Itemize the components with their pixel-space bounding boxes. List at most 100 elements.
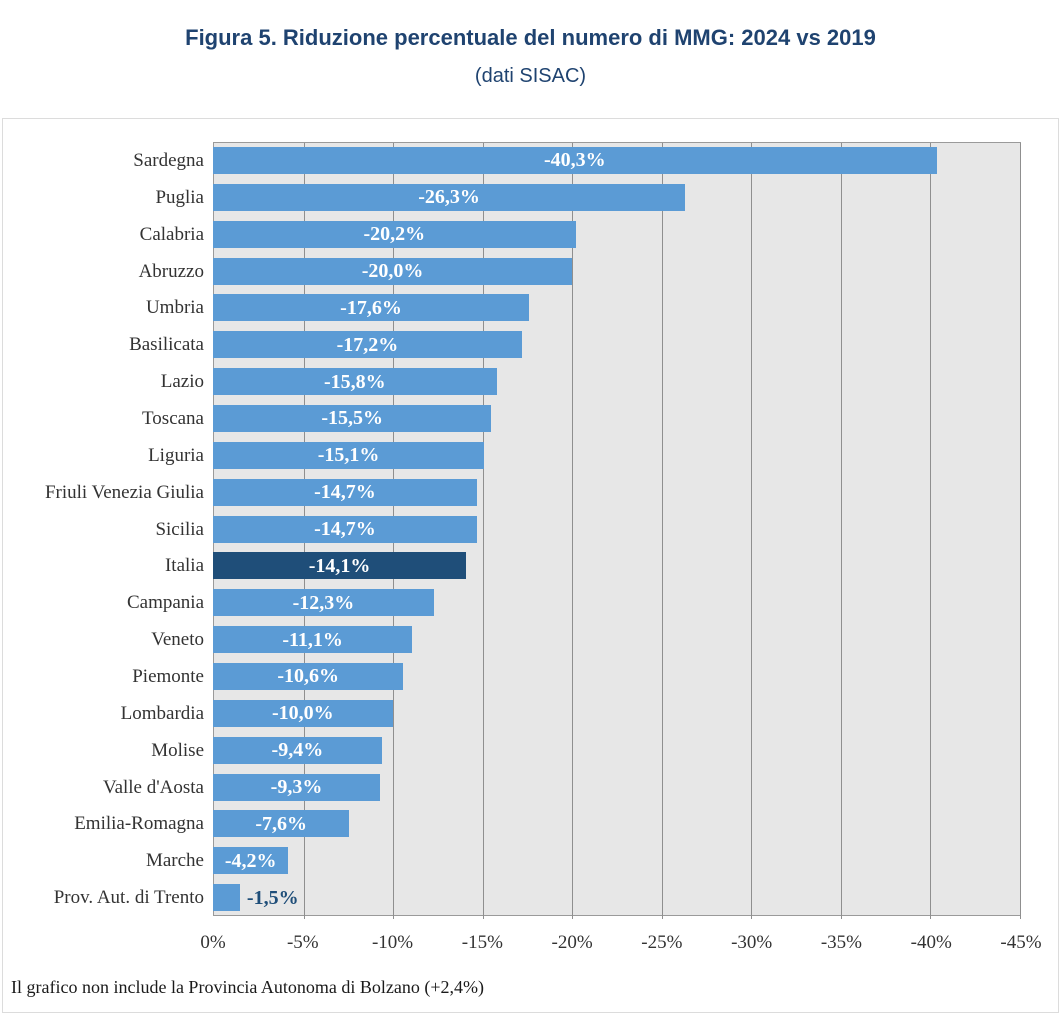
- x-axis-tick-label: -45%: [1000, 932, 1042, 953]
- bar-value-label: -10,6%: [277, 665, 339, 688]
- bar: -14,7%: [213, 478, 477, 506]
- bar-row: Emilia-Romagna -7,6%: [3, 805, 1021, 842]
- bar-value-label: -12,3%: [292, 591, 355, 614]
- category-label: Emilia-Romagna: [74, 813, 204, 835]
- bar: -20,2%: [213, 220, 576, 248]
- x-axis-tick-label: -35%: [820, 932, 863, 953]
- x-axis-tick-label: -25%: [641, 932, 683, 953]
- category-label: Abruzzo: [138, 260, 204, 282]
- category-label: Italia: [164, 555, 204, 577]
- bar-value-label: -7,6%: [255, 812, 308, 835]
- bar-value-label: -14,7%: [314, 481, 376, 504]
- bar: -12,3%: [213, 589, 434, 617]
- bar-row: Marche -4,2%: [3, 842, 1021, 879]
- bar-row: Liguria -15,1%: [3, 437, 1021, 474]
- x-axis-tick-label: -5%: [286, 932, 319, 953]
- bar-row: Abruzzo -20,0%: [3, 253, 1021, 290]
- bar-highlight: -14,1%: [213, 552, 467, 580]
- x-axis-tick-label: -40%: [910, 932, 952, 953]
- category-label: Campania: [126, 592, 204, 614]
- gridline: [930, 143, 932, 919]
- bar-track: -10,6%: [213, 658, 1021, 695]
- category-label: Prov. Aut. di Trento: [53, 887, 204, 909]
- bar-value-label: -17,2%: [336, 333, 399, 356]
- bar: -20,0%: [213, 257, 573, 285]
- bar-row: Prov. Aut. di Trento -1,5%: [3, 879, 1021, 916]
- bar-row: Lombardia -10,0%: [3, 695, 1021, 732]
- gridline: [572, 143, 574, 919]
- bar-track: -15,8%: [213, 363, 1021, 400]
- bar: -17,2%: [213, 331, 522, 359]
- bar-track: -14,1%: [213, 547, 1021, 584]
- category-label: Piemonte: [132, 665, 204, 687]
- bar-value-label: -20,2%: [363, 223, 426, 246]
- x-axis: 0% -5% -10% -15% -20% -25% -30% -35% -40% -45%: [200, 916, 1041, 956]
- bar-track: -15,1%: [213, 437, 1021, 474]
- bar-row: Campania -12,3%: [3, 584, 1021, 621]
- bar-row: Lazio -15,8%: [3, 363, 1021, 400]
- bar-value-label: -15,5%: [321, 407, 383, 430]
- bar-row: Friuli Venezia Giulia -14,7%: [3, 474, 1021, 511]
- category-label: Calabria: [139, 223, 204, 245]
- gridline: [840, 143, 842, 919]
- bar: -11,1%: [213, 626, 413, 654]
- bar-value-label: -14,7%: [314, 518, 376, 541]
- gridline: [751, 143, 753, 919]
- x-axis-tick-label: -30%: [731, 932, 773, 953]
- bar-track: -4,2%: [213, 842, 1021, 879]
- bar-value-label: -15,8%: [324, 370, 386, 393]
- bar-value-label: -40,3%: [543, 149, 606, 172]
- category-label: Liguria: [148, 444, 204, 466]
- category-label: Basilicata: [129, 334, 204, 356]
- bar-row: Valle d'Aosta -9,3%: [3, 769, 1021, 806]
- category-label: Valle d'Aosta: [102, 776, 204, 798]
- category-label: Umbria: [145, 297, 204, 319]
- bar-track: -1,5%: [213, 879, 1021, 916]
- bar-track: -17,6%: [213, 289, 1021, 326]
- bar-value-label: -14,1%: [308, 554, 371, 577]
- bar-row: Veneto -11,1%: [3, 621, 1021, 658]
- gridline: [661, 143, 663, 919]
- bar-row: Puglia -26,3%: [3, 179, 1021, 216]
- category-label: Friuli Venezia Giulia: [44, 481, 204, 503]
- gridline: [1020, 143, 1021, 919]
- bar: -26,3%: [213, 183, 686, 211]
- bar-track: -20,2%: [213, 216, 1021, 253]
- bar-row: Italia -14,1%: [3, 547, 1021, 584]
- bar-row: Sicilia -14,7%: [3, 511, 1021, 548]
- x-axis-tick-label: 0%: [200, 932, 226, 953]
- bar-value-label: -26,3%: [418, 186, 480, 209]
- bar: -10,6%: [213, 662, 404, 690]
- bar: -17,6%: [213, 294, 530, 322]
- bar: -10,0%: [213, 699, 393, 727]
- figure-footnote: Il grafico non include la Provincia Auto…: [11, 977, 485, 997]
- bar: -9,4%: [213, 736, 382, 764]
- bar-row: Piemonte -10,6%: [3, 658, 1021, 695]
- x-axis-tick-label: -20%: [551, 932, 593, 953]
- bar-value-label: -1,5%: [246, 886, 299, 909]
- x-axis-tick-label: -15%: [461, 932, 503, 953]
- bar: [213, 884, 240, 912]
- bar-row: Umbria -17,6%: [3, 289, 1021, 326]
- chart-frame: Sardegna -40,3% Puglia -26,3% Calabria -20,2%…: [2, 118, 1059, 1013]
- bar: -9,3%: [213, 773, 380, 801]
- figure-subtitle: (dati SISAC): [474, 65, 587, 87]
- gridline: [482, 143, 484, 919]
- bar-track: -17,2%: [213, 326, 1021, 363]
- bar-track: -14,7%: [213, 511, 1021, 548]
- bar-value-label: -15,1%: [317, 444, 380, 467]
- category-label: Sicilia: [155, 518, 204, 540]
- figure-title: Figura 5. Riduzione percentuale del nume…: [185, 25, 876, 50]
- bar-row: Toscana -15,5%: [3, 400, 1021, 437]
- category-label: Lazio: [160, 371, 204, 393]
- bar-value-label: -10,0%: [271, 702, 334, 725]
- bar-row: Sardegna -40,3%: [3, 142, 1021, 179]
- bar: -4,2%: [213, 847, 289, 875]
- bar: -7,6%: [213, 810, 350, 838]
- bar: -15,1%: [213, 441, 485, 469]
- bar: -15,8%: [213, 368, 497, 396]
- category-label: Marche: [145, 850, 204, 872]
- bar-track: -7,6%: [213, 805, 1021, 842]
- bar-track: -12,3%: [213, 584, 1021, 621]
